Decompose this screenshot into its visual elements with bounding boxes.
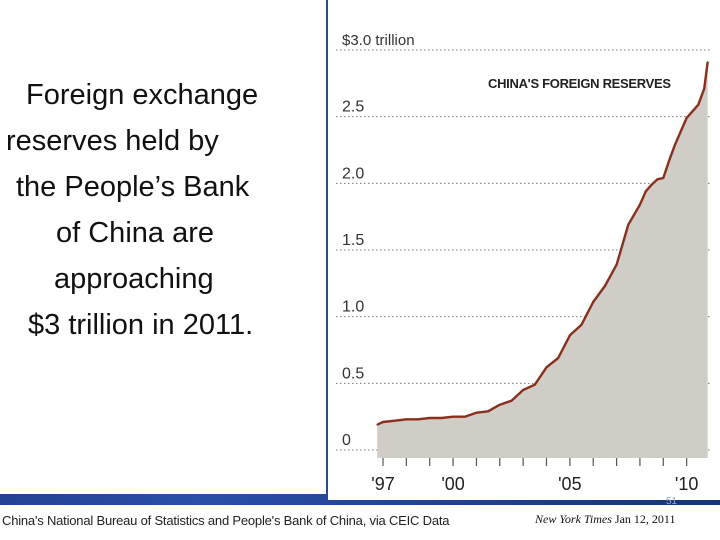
- caption-line-4: of China are: [56, 217, 214, 249]
- data-point: [452, 415, 454, 418]
- reserves-chart: $3.0 trillion 2.5 2.0 1.5 1.0 0.5 0 '97 '00 '05 '1…: [336, 32, 710, 494]
- y-tick-label-0: $3.0 trillion: [342, 32, 415, 49]
- data-point: [706, 61, 709, 63]
- data-point: [405, 418, 408, 421]
- source-bar: China's National Bureau of Statistics an…: [0, 505, 720, 540]
- page-number: 51: [666, 496, 678, 507]
- data-point: [417, 418, 419, 421]
- x-tick-label-1: '00: [441, 474, 464, 494]
- data-point: [475, 411, 478, 414]
- data-point: [580, 323, 583, 326]
- data-point: [615, 263, 618, 266]
- series-area: [377, 62, 708, 458]
- series-line: [376, 61, 709, 426]
- data-point: [382, 421, 384, 423]
- data-point: [592, 301, 594, 303]
- data-point: [510, 399, 513, 402]
- y-tick-label-5: 0.5: [342, 365, 364, 382]
- data-point: [545, 366, 548, 369]
- x-tick-label-3: '10: [675, 474, 698, 494]
- y-tick-label-6: 0: [342, 432, 351, 449]
- y-tick-label-3: 1.5: [342, 232, 364, 249]
- y-tick-label-2: 2.0: [342, 165, 364, 182]
- data-point: [534, 383, 536, 386]
- data-point: [376, 423, 378, 426]
- y-tick-label-4: 1.0: [342, 299, 364, 316]
- citation-publication: New York Times: [535, 512, 612, 526]
- data-point: [428, 417, 431, 419]
- data-point: [393, 419, 396, 422]
- chart-panel: $3.0 trillion 2.5 2.0 1.5 1.0 0.5 0 '97 '00 '05 '1…: [328, 0, 720, 500]
- citation-date: Jan 12, 2011: [614, 512, 676, 526]
- data-point: [703, 87, 705, 90]
- data-point: [697, 103, 700, 106]
- caption-line-2: reserves held by: [6, 125, 219, 157]
- data-point: [522, 389, 524, 391]
- data-point: [440, 417, 443, 419]
- data-point: [680, 130, 682, 133]
- caption-line-3: the People’s Bank: [16, 171, 250, 203]
- data-point: [668, 159, 670, 162]
- data-point: [569, 334, 571, 337]
- caption-line-1: Foreign exchange: [26, 79, 259, 111]
- caption-line-5: approaching: [54, 263, 214, 295]
- y-tick-label-1: 2.5: [342, 99, 364, 116]
- data-point: [557, 357, 559, 359]
- data-point: [662, 177, 665, 179]
- caption-panel: Foreign exchange reserves held by the Pe…: [0, 0, 328, 494]
- data-point: [464, 415, 466, 418]
- data-point: [499, 403, 501, 406]
- data-point: [639, 203, 641, 206]
- data-point: [627, 223, 630, 226]
- chart-title: CHINA'S FOREIGN RESERVES: [488, 76, 671, 91]
- data-point: [656, 178, 659, 181]
- data-point: [645, 190, 647, 193]
- citation: New York Times Jan 12, 2011: [535, 512, 675, 527]
- data-point: [604, 285, 606, 287]
- data-point: [691, 110, 694, 113]
- data-point: [674, 143, 676, 146]
- data-point: [487, 410, 489, 413]
- data-point: [685, 117, 688, 119]
- caption-line-6: $3 trillion in 2011.: [28, 309, 254, 341]
- data-point: [650, 183, 653, 186]
- caption-text: Foreign exchange reserves held by the Pe…: [6, 72, 322, 348]
- x-tick-label-0: '97: [371, 474, 394, 494]
- source-note: China's National Bureau of Statistics an…: [2, 513, 450, 528]
- x-tick-label-2: '05: [558, 474, 581, 494]
